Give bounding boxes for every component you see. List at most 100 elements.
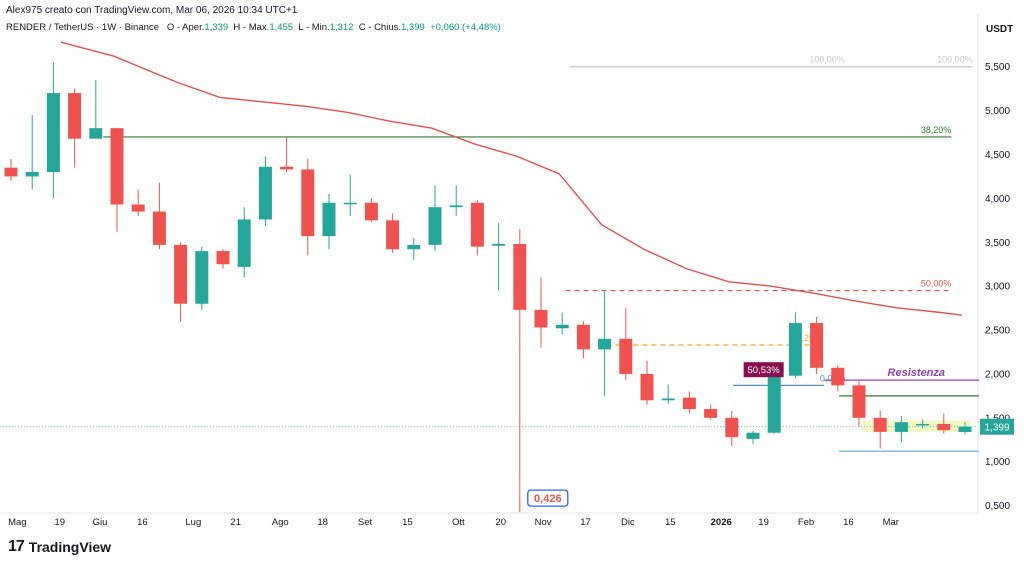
candle-body (322, 202, 336, 237)
candle-body (386, 220, 400, 250)
candle (725, 410, 739, 446)
candle-body (407, 244, 421, 250)
x-tick-label: 19 (54, 517, 65, 528)
candle-body (89, 128, 103, 139)
candle-body (704, 409, 718, 418)
candle (661, 384, 675, 404)
candle-body (746, 432, 760, 439)
y-tick-label: 0,500 (985, 501, 1010, 512)
candle-body (174, 244, 188, 304)
candle (216, 249, 230, 269)
level-label-fib-100: 100,00% (937, 55, 973, 65)
y-tick-label: 2,500 (985, 326, 1010, 337)
y-tick-label: 4,500 (985, 150, 1010, 161)
candle (89, 79, 103, 139)
candle (619, 308, 633, 381)
candle-body (682, 397, 696, 410)
tradingview-logo-mark: 17 (8, 538, 25, 555)
candle-body (280, 166, 294, 170)
x-tick-label: Dic (621, 517, 635, 528)
y-tick-label: 3,500 (985, 238, 1010, 249)
candle-body (216, 251, 230, 265)
candle (767, 373, 781, 434)
y-tick-label: 4,000 (985, 194, 1010, 205)
level-label-resistenza: Resistenza (888, 367, 945, 379)
candle (852, 380, 866, 427)
candle (810, 316, 824, 374)
candle-body (598, 338, 612, 350)
candle-body (4, 167, 18, 177)
x-tick-label: 19 (758, 517, 769, 528)
candle-body (640, 373, 654, 401)
candle (258, 156, 272, 227)
candle (958, 421, 972, 435)
candle (386, 213, 400, 253)
candle (280, 136, 294, 173)
candle (640, 360, 654, 405)
x-tick-label: 15 (665, 517, 676, 528)
high-value: 1,455 (269, 22, 294, 33)
x-tick-label: 18 (317, 517, 328, 528)
candle (195, 246, 209, 310)
consolidation-zone (862, 420, 971, 432)
candle (916, 419, 930, 429)
candle-body (152, 211, 166, 245)
candle-body (68, 93, 82, 139)
candle (704, 404, 718, 420)
candle-body (131, 204, 145, 212)
candle-body (767, 375, 781, 433)
candle-body (788, 323, 802, 376)
low-label: L - Min. (298, 22, 330, 33)
candle (46, 62, 60, 199)
high-label: H - Max. (233, 22, 270, 33)
x-tick-label: Mag (8, 517, 26, 528)
candle (25, 115, 39, 190)
candle-body (725, 417, 739, 438)
candle (598, 290, 612, 396)
candle-body (619, 338, 633, 374)
candle-body (852, 385, 866, 418)
candle-body (258, 166, 272, 220)
candle-body (25, 172, 39, 177)
candle (110, 128, 124, 232)
x-tick-label: Nov (535, 517, 552, 528)
candle-body (534, 309, 548, 328)
y-tick-label: 2,000 (985, 369, 1010, 380)
low-value: 1,312 (329, 22, 354, 33)
x-tick-label: Lug (185, 517, 201, 528)
candle-body (428, 207, 442, 245)
candle-body (110, 128, 124, 205)
candle-body (661, 398, 675, 401)
moving-average-line (60, 41, 963, 316)
x-tick-label: Ott (452, 517, 465, 528)
candle (937, 413, 951, 434)
candle (4, 158, 18, 181)
candle (68, 88, 82, 168)
symbol-ohlc-line: RENDER / TetherUS · 1W · Binance O - Ape… (6, 22, 501, 33)
x-tick-label: Feb (798, 517, 814, 528)
y-tick-label: 5,500 (985, 62, 1010, 73)
y-tick-label: 3,000 (985, 282, 1010, 293)
x-tick-label: 16 (843, 517, 854, 528)
x-tick-label: 2026 (711, 517, 732, 528)
candle-body (894, 422, 908, 432)
candle-body (937, 423, 951, 431)
candle (343, 174, 357, 216)
candle (301, 158, 315, 256)
candle (534, 277, 548, 348)
open-value: 1,339 (204, 22, 229, 33)
tradingview-logo[interactable]: 17 TradingView (8, 538, 111, 556)
close-value: 1,399 (401, 22, 425, 33)
x-tick-label: Mar (883, 517, 899, 528)
candle-body (916, 423, 930, 426)
candle-body (343, 202, 357, 205)
candle (831, 365, 845, 392)
symbol-label[interactable]: RENDER / TetherUS · 1W · Binance (6, 22, 159, 33)
candle-body (513, 244, 527, 310)
x-tick-label: 16 (137, 517, 148, 528)
candle (492, 222, 506, 291)
candle-body (555, 324, 569, 329)
level-label-fib-38-mid: 38,20% (792, 333, 823, 343)
candle (174, 242, 188, 322)
